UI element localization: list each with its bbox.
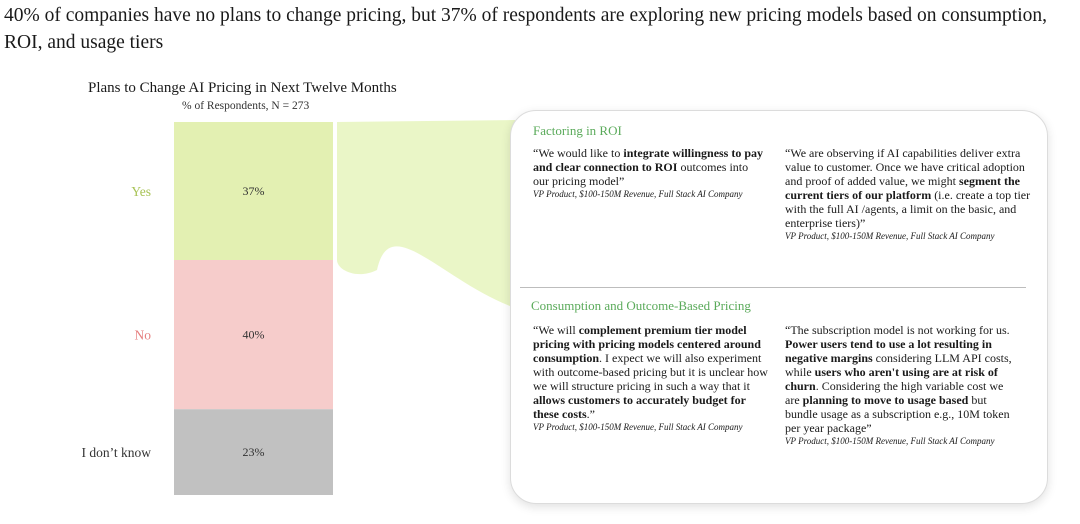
quote-attribution: VP Product, $100-150M Revenue, Full Stac… xyxy=(533,189,743,199)
value-label: 40% xyxy=(243,328,265,342)
quote-emphasis: users who aren't using are at risk of ch… xyxy=(785,365,998,393)
highlight-funnel xyxy=(337,120,515,308)
quote-text: . I expect we will also experiment with … xyxy=(533,351,768,393)
quote-emphasis: planning to move to usage based xyxy=(802,393,969,407)
quote-text: considering LLM API costs, while xyxy=(785,351,1012,379)
quote-text: .” xyxy=(586,407,595,421)
quote-attribution: VP Product, $100-150M Revenue, Full Stac… xyxy=(785,231,995,241)
quotes-card: Factoring in ROI “We would like to integ… xyxy=(510,110,1048,504)
value-label: 23% xyxy=(243,445,265,459)
stacked-bar-chart: 37% Yes 40% No 23% I don’t know xyxy=(82,120,515,495)
quote-consumption-1: “We will complement premium tier model p… xyxy=(533,323,769,433)
quote-emphasis: complement premium tier model pricing wi… xyxy=(533,323,761,365)
quote-attribution: VP Product, $100-150M Revenue, Full Stac… xyxy=(533,422,743,432)
section-title-consumption: Consumption and Outcome-Based Pricing xyxy=(531,298,751,313)
chart-title: Plans to Change AI Pricing in Next Twelv… xyxy=(88,80,397,96)
quote-emphasis: Power users tend to use a lot resulting … xyxy=(785,337,992,365)
quote-text: “The subscription model is not working f… xyxy=(785,323,1010,337)
quote-text: “We will xyxy=(533,323,579,337)
quote-consumption-2: “The subscription model is not working f… xyxy=(785,323,1017,447)
quote-roi-2: “We are observing if AI capabilities del… xyxy=(785,146,1031,242)
quote-text: but bundle usage as a subscription e.g.,… xyxy=(785,393,1010,435)
quote-text: (i.e. create a top tier with the full AI… xyxy=(785,188,1031,230)
category-label: No xyxy=(135,328,152,343)
category-label: Yes xyxy=(131,184,151,199)
bar-segment-i-don-t-know xyxy=(174,409,333,495)
quote-text: “We are observing if AI capabilities del… xyxy=(785,146,1025,188)
quote-text: “We would like to xyxy=(533,146,624,160)
section-title-roi: Factoring in ROI xyxy=(533,123,622,138)
value-label: 37% xyxy=(243,184,265,198)
section-divider xyxy=(520,287,1026,288)
quote-text: outcomes into our pricing model” xyxy=(533,160,749,188)
category-label: I don’t know xyxy=(82,445,152,460)
bar-segment-no xyxy=(174,260,333,410)
quote-roi-1: “We would like to integrate willingness … xyxy=(533,146,765,200)
quote-emphasis: allows customers to accurately budget fo… xyxy=(533,393,746,421)
quote-attribution: VP Product, $100-150M Revenue, Full Stac… xyxy=(785,436,995,446)
quote-emphasis: integrate willingness to pay and clear c… xyxy=(533,146,764,174)
quote-emphasis: segment the current tiers of our platfor… xyxy=(785,174,1020,202)
bar-segment-yes xyxy=(174,122,333,261)
quote-text: . Considering the high variable cost we … xyxy=(785,379,1004,407)
headline: 40% of companies have no plans to change… xyxy=(4,5,1048,53)
chart-subtitle: % of Respondents, N = 273 xyxy=(182,100,310,112)
